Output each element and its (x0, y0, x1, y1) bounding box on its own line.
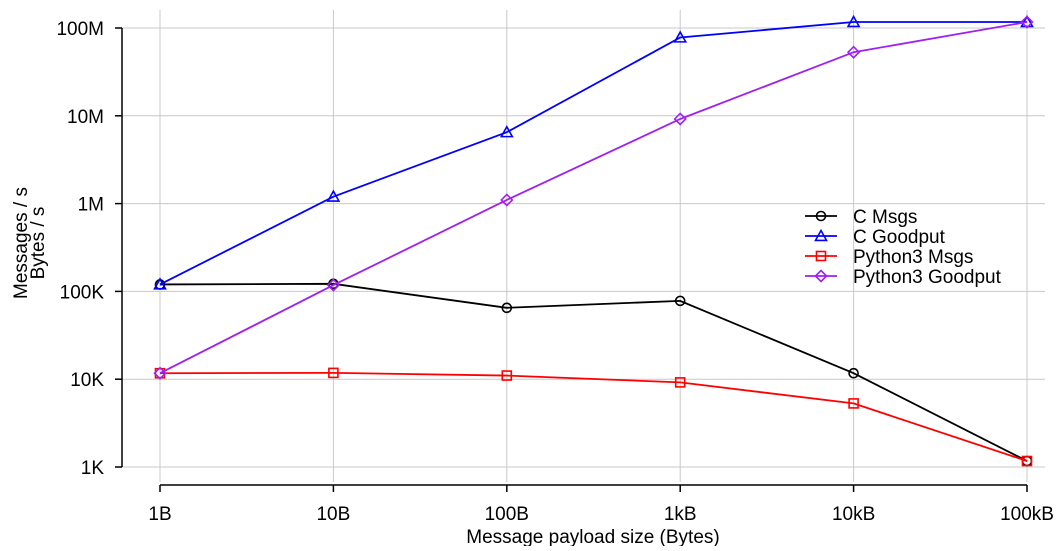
legend-marker (814, 269, 828, 283)
data-point-c-goodput (499, 125, 514, 138)
legend-label: C Msgs (853, 207, 917, 228)
series-group (153, 14, 1034, 467)
x-tick-label: 100B (485, 504, 529, 525)
data-point-c-goodput (846, 14, 861, 28)
y-axis-title-line-2: Bytes / s (28, 207, 49, 280)
x-tick-label: 10kB (832, 504, 875, 525)
legend-label: Python3 Goodput (853, 267, 1002, 288)
x-axis-title: Message payload size (Bytes) (466, 527, 719, 546)
data-point-python3-msgs (674, 377, 686, 388)
data-point-python3-msgs (501, 370, 513, 381)
series-c-goodput (153, 14, 1034, 290)
legend-marker (815, 250, 827, 262)
data-point-python3-goodput (1020, 15, 1034, 29)
series-line-python3-msgs (159, 371, 1028, 462)
data-point-python3-msgs (1021, 455, 1033, 467)
data-point-python3-goodput (153, 366, 167, 380)
y-tick-label: 100M (56, 19, 104, 40)
data-point-python3-goodput (846, 45, 861, 59)
series-python3-msgs (154, 367, 1033, 467)
y-tick-label: 1K (81, 458, 105, 479)
y-tick-label: 1M (78, 195, 104, 216)
data-point-python3-goodput (326, 278, 341, 292)
data-point-c-goodput (673, 30, 688, 43)
data-point-c-msgs (674, 295, 686, 307)
y-axis-title: Messages / s Bytes / s (11, 187, 49, 299)
x-tick-label: 1B (148, 504, 171, 525)
legend-label: Python3 Msgs (853, 247, 973, 268)
y-axis-title-line-1: Messages / s (11, 187, 32, 299)
data-point-python3-goodput (500, 193, 514, 207)
y-tick-label: 100K (60, 282, 105, 303)
series-line-c-msgs (159, 282, 1028, 462)
data-point-c-goodput (153, 277, 167, 290)
data-point-c-msgs (501, 302, 513, 314)
y-tick-label: 10K (70, 370, 104, 391)
data-point-python3-goodput (673, 112, 687, 126)
data-point-python3-msgs (328, 367, 339, 379)
legend-item-python3-msgs: Python3 Msgs (805, 247, 973, 268)
data-point-c-goodput (326, 189, 341, 202)
y-axis: 1K 10K 100K 1M 10M 100M (56, 19, 123, 479)
data-point-c-msgs (848, 367, 859, 379)
series-python3-goodput (153, 15, 1034, 380)
legend-marker (815, 210, 827, 222)
x-tick-label: 1kB (664, 504, 697, 525)
series-line-python3-goodput (159, 21, 1028, 375)
y-tick-label: 10M (67, 107, 104, 128)
legend-marker (814, 228, 828, 242)
legend-item-c-goodput: C Goodput (805, 227, 946, 248)
legend-label: C Goodput (853, 227, 946, 248)
x-axis: 1B 10B 100B 1kB 10kB 100kB (148, 484, 1054, 525)
series-line-c-goodput (159, 21, 1027, 286)
legend-item-c-msgs: C Msgs (805, 207, 917, 228)
data-point-python3-msgs (848, 398, 859, 409)
x-tick-label: 100kB (1000, 504, 1054, 525)
legend-item-python3-goodput: Python3 Goodput (805, 267, 1002, 288)
grid (120, 10, 1045, 482)
x-tick-label: 10B (316, 504, 350, 525)
